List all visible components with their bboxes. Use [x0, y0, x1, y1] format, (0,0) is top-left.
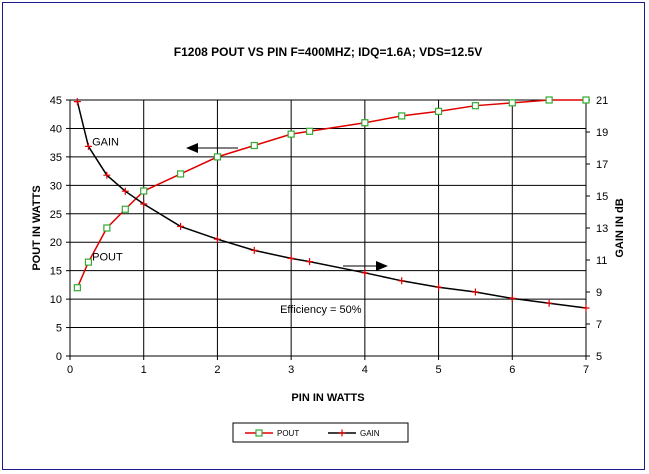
y-tick-label: 5 [56, 323, 62, 335]
legend: POUT GAIN [232, 422, 409, 443]
y2-tick-label: 11 [596, 255, 607, 267]
x-tick-label: 5 [436, 364, 442, 376]
data-point-gain [435, 283, 443, 291]
legend-label-pout: POUT [277, 429, 299, 438]
series-layer [73, 96, 590, 312]
x-tick-label: 1 [141, 364, 147, 376]
data-point-gain [103, 171, 111, 179]
legend-marker-gain [338, 429, 346, 437]
data-point-pout [176, 170, 185, 178]
y-tick-label: 25 [50, 209, 62, 221]
y2-tick-label: 5 [596, 351, 602, 363]
annotation-label: GAIN [92, 137, 119, 149]
x-tick-label: 0 [67, 364, 73, 376]
chart-title: F1208 POUT VS PIN F=400MHZ; IDQ=1.6A; VD… [174, 45, 482, 59]
data-point-pout [287, 130, 295, 138]
y-axis-ticks: 0 5 10 15 20 25 30 35 40 45 [50, 95, 70, 363]
x-axis-title: PIN IN WATTS [291, 392, 364, 404]
data-point-pout [84, 258, 93, 266]
y2-tick-label: 21 [596, 95, 608, 107]
data-point-pout [121, 205, 129, 213]
y2-axis-title: GAIN IN dB [614, 198, 626, 257]
arrow-left-icon [186, 143, 198, 153]
arrow-right-icon [376, 261, 388, 271]
x-tick-label: 2 [214, 364, 220, 376]
data-point-gain [213, 235, 221, 243]
y-tick-label: 20 [50, 237, 62, 249]
plot-area [69, 99, 587, 357]
annotations: GAIN POUT Efficiency = 50% [92, 137, 362, 316]
x-axis-ticks: 0 1 2 3 4 5 6 7 [67, 356, 589, 376]
y2-tick-label: 7 [596, 319, 602, 331]
annotation-arrows [186, 143, 388, 271]
data-point-gain [73, 98, 81, 106]
data-point-gain [582, 304, 590, 312]
y2-tick-label: 19 [596, 127, 608, 139]
y-axis-title: POUT IN WATTS [31, 185, 43, 270]
y2-tick-label: 15 [596, 191, 608, 203]
data-point-gain [545, 299, 553, 307]
x-tick-label: 7 [583, 364, 589, 376]
data-point-pout [508, 99, 516, 107]
data-point-gain [140, 200, 148, 208]
legend-marker-pout [255, 429, 263, 437]
x-tick-label: 4 [362, 364, 368, 376]
y-tick-label: 40 [50, 123, 62, 135]
data-point-pout [361, 119, 369, 127]
y-tick-label: 10 [50, 294, 62, 306]
y-tick-label: 15 [50, 266, 62, 278]
data-point-gain [306, 258, 314, 266]
y-tick-label: 35 [50, 152, 62, 164]
y-tick-label: 45 [50, 95, 62, 107]
data-point-pout [471, 102, 480, 110]
data-point-pout [103, 224, 111, 232]
x-tick-label: 6 [509, 364, 515, 376]
data-point-gain [250, 246, 258, 254]
data-point-gain [508, 294, 516, 302]
data-point-pout [140, 187, 148, 195]
y2-tick-label: 17 [596, 159, 608, 171]
data-point-gain [177, 222, 185, 230]
y-tick-label: 0 [56, 351, 62, 363]
grid [69, 99, 587, 357]
data-point-pout [398, 112, 406, 120]
data-point-gain [398, 277, 406, 285]
series-gain [73, 98, 590, 312]
series-line-gain [76, 101, 587, 309]
data-point-pout [582, 96, 590, 104]
y2-tick-label: 9 [596, 287, 602, 299]
y2-axis-ticks: 5 7 9 11 13 15 17 19 21 [586, 95, 608, 363]
data-point-gain [361, 269, 369, 277]
data-point-pout [545, 96, 553, 104]
data-point-gain [121, 187, 129, 195]
x-tick-label: 3 [288, 364, 294, 376]
series-pout [73, 96, 590, 292]
data-point-pout [73, 284, 81, 292]
data-point-pout [213, 153, 222, 161]
data-point-pout [250, 141, 258, 150]
annotation-label: POUT [92, 251, 123, 263]
data-point-gain [84, 142, 92, 150]
data-point-gain [287, 254, 295, 262]
y-tick-label: 30 [50, 180, 62, 192]
data-point-gain [471, 288, 479, 296]
legend-label-gain: GAIN [360, 429, 380, 438]
data-point-pout [434, 107, 443, 115]
y2-tick-label: 13 [596, 223, 608, 235]
data-point-pout [305, 127, 314, 135]
chart-frame [2, 2, 645, 470]
annotation-label: Efficiency = 50% [280, 304, 362, 316]
